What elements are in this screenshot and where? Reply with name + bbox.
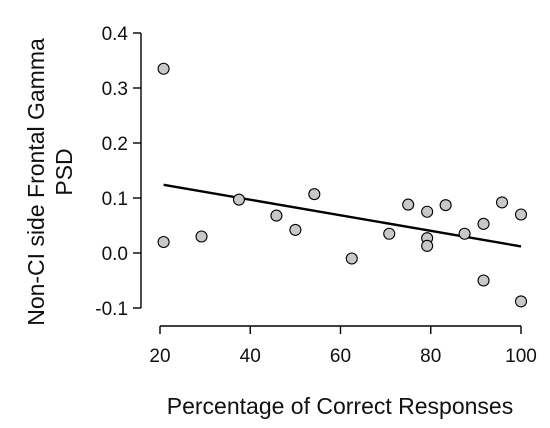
data-point: [289, 223, 302, 236]
data-point: [270, 209, 283, 222]
data-point: [157, 62, 170, 75]
data-point: [308, 188, 321, 201]
data-point: [402, 198, 415, 211]
data-point: [345, 252, 358, 265]
data-point: [477, 217, 490, 230]
y-tick-label: 0.0: [102, 244, 128, 265]
data-point: [514, 208, 528, 221]
x-tick-label: 20: [149, 346, 170, 367]
y-axis: -0.1 0.0 0.1 0.2 0.3 0.4: [95, 24, 142, 320]
y-tick-label: 0.2: [102, 134, 128, 155]
x-tick-label: 60: [330, 346, 351, 367]
x-tick-label: 40: [240, 346, 261, 367]
data-point: [383, 227, 396, 240]
y-tick-label: -0.1: [95, 299, 128, 320]
y-tick-label: 0.3: [102, 79, 128, 100]
x-axis: 20 40 60 80 100: [149, 325, 537, 367]
data-point: [195, 230, 208, 243]
y-axis-title-line-1: Non-CI side Frontal Gamma: [23, 38, 49, 326]
data-point: [232, 193, 246, 206]
data-point: [157, 235, 170, 249]
data-point: [439, 199, 452, 212]
data-points: [157, 62, 528, 308]
data-point: [477, 274, 490, 287]
data-point: [514, 295, 528, 308]
data-point: [421, 239, 434, 252]
x-axis-title: Percentage of Correct Responses: [167, 393, 513, 419]
x-tick-label: 100: [505, 346, 537, 367]
y-axis-title-line-2: PSD: [51, 148, 77, 195]
y-tick-label: 0.1: [102, 189, 128, 210]
y-tick-label: 0.4: [102, 24, 129, 45]
data-point: [495, 196, 509, 209]
data-point: [421, 205, 434, 218]
data-point: [458, 227, 471, 240]
x-tick-label: 80: [420, 346, 441, 367]
